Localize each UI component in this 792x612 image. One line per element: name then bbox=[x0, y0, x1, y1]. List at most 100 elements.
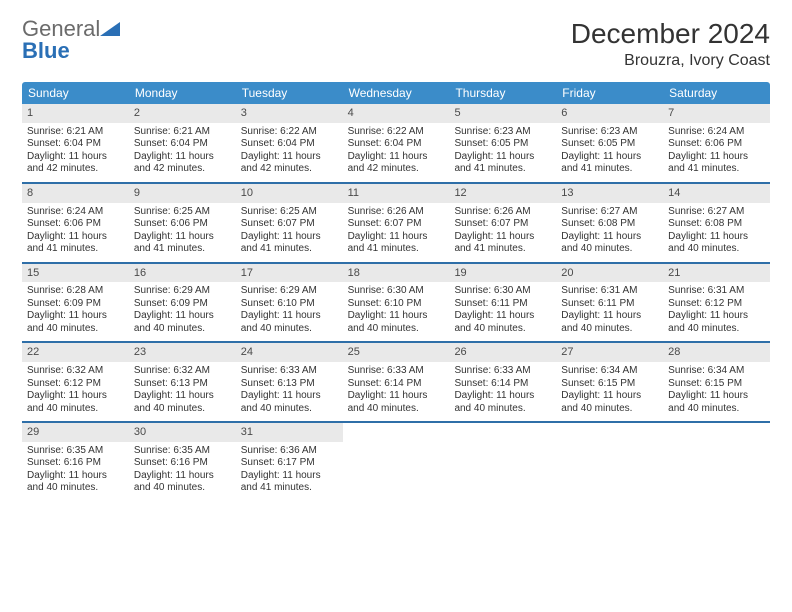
sunrise-text: Sunrise: 6:26 AM bbox=[348, 206, 445, 219]
day-number: 15 bbox=[22, 264, 129, 283]
daylight-text: Daylight: 11 hours and 40 minutes. bbox=[668, 231, 765, 256]
day-number: 8 bbox=[22, 184, 129, 203]
daylight-text: Daylight: 11 hours and 41 minutes. bbox=[668, 151, 765, 176]
sunrise-text: Sunrise: 6:33 AM bbox=[241, 365, 338, 378]
dayname: Saturday bbox=[663, 82, 770, 104]
sunset-text: Sunset: 6:15 PM bbox=[668, 378, 765, 391]
page-header: General Blue December 2024 Brouzra, Ivor… bbox=[22, 18, 770, 70]
daylight-text: Daylight: 11 hours and 40 minutes. bbox=[27, 310, 124, 335]
day-body: Sunrise: 6:36 AMSunset: 6:17 PMDaylight:… bbox=[236, 442, 343, 501]
daylight-text: Daylight: 11 hours and 40 minutes. bbox=[27, 470, 124, 495]
week-row: 1Sunrise: 6:21 AMSunset: 6:04 PMDaylight… bbox=[22, 104, 770, 184]
day-cell: 26Sunrise: 6:33 AMSunset: 6:14 PMDayligh… bbox=[449, 343, 556, 421]
sunset-text: Sunset: 6:08 PM bbox=[561, 218, 658, 231]
sunrise-text: Sunrise: 6:23 AM bbox=[561, 126, 658, 139]
day-cell: 31Sunrise: 6:36 AMSunset: 6:17 PMDayligh… bbox=[236, 423, 343, 501]
sunrise-text: Sunrise: 6:31 AM bbox=[668, 285, 765, 298]
day-body: Sunrise: 6:29 AMSunset: 6:10 PMDaylight:… bbox=[236, 282, 343, 341]
sunset-text: Sunset: 6:09 PM bbox=[134, 298, 231, 311]
day-body: Sunrise: 6:33 AMSunset: 6:13 PMDaylight:… bbox=[236, 362, 343, 421]
day-number: 13 bbox=[556, 184, 663, 203]
day-number: 18 bbox=[343, 264, 450, 283]
sunset-text: Sunset: 6:04 PM bbox=[134, 138, 231, 151]
sunrise-text: Sunrise: 6:30 AM bbox=[348, 285, 445, 298]
daylight-text: Daylight: 11 hours and 40 minutes. bbox=[454, 310, 551, 335]
daylight-text: Daylight: 11 hours and 40 minutes. bbox=[348, 310, 445, 335]
day-cell: 3Sunrise: 6:22 AMSunset: 6:04 PMDaylight… bbox=[236, 104, 343, 182]
day-cell: 22Sunrise: 6:32 AMSunset: 6:12 PMDayligh… bbox=[22, 343, 129, 421]
sunrise-text: Sunrise: 6:22 AM bbox=[348, 126, 445, 139]
sunrise-text: Sunrise: 6:22 AM bbox=[241, 126, 338, 139]
day-cell: 14Sunrise: 6:27 AMSunset: 6:08 PMDayligh… bbox=[663, 184, 770, 262]
day-number: 22 bbox=[22, 343, 129, 362]
logo-triangle-icon bbox=[100, 16, 120, 41]
sunrise-text: Sunrise: 6:25 AM bbox=[241, 206, 338, 219]
day-cell: 24Sunrise: 6:33 AMSunset: 6:13 PMDayligh… bbox=[236, 343, 343, 421]
day-number: 2 bbox=[129, 104, 236, 123]
day-number: 3 bbox=[236, 104, 343, 123]
day-cell: 30Sunrise: 6:35 AMSunset: 6:16 PMDayligh… bbox=[129, 423, 236, 501]
day-body: Sunrise: 6:24 AMSunset: 6:06 PMDaylight:… bbox=[663, 123, 770, 182]
sunset-text: Sunset: 6:07 PM bbox=[241, 218, 338, 231]
daylight-text: Daylight: 11 hours and 40 minutes. bbox=[134, 470, 231, 495]
dayname: Monday bbox=[129, 82, 236, 104]
sunrise-text: Sunrise: 6:32 AM bbox=[134, 365, 231, 378]
day-number: 25 bbox=[343, 343, 450, 362]
daylight-text: Daylight: 11 hours and 41 minutes. bbox=[454, 231, 551, 256]
empty-cell bbox=[556, 423, 663, 501]
empty-cell bbox=[449, 423, 556, 501]
day-cell: 17Sunrise: 6:29 AMSunset: 6:10 PMDayligh… bbox=[236, 264, 343, 342]
sunrise-text: Sunrise: 6:35 AM bbox=[134, 445, 231, 458]
day-body: Sunrise: 6:25 AMSunset: 6:07 PMDaylight:… bbox=[236, 203, 343, 262]
sunrise-text: Sunrise: 6:29 AM bbox=[241, 285, 338, 298]
sunrise-text: Sunrise: 6:33 AM bbox=[348, 365, 445, 378]
daylight-text: Daylight: 11 hours and 41 minutes. bbox=[241, 231, 338, 256]
location: Brouzra, Ivory Coast bbox=[571, 52, 770, 70]
day-body: Sunrise: 6:27 AMSunset: 6:08 PMDaylight:… bbox=[556, 203, 663, 262]
day-cell: 10Sunrise: 6:25 AMSunset: 6:07 PMDayligh… bbox=[236, 184, 343, 262]
sunset-text: Sunset: 6:04 PM bbox=[27, 138, 124, 151]
sunset-text: Sunset: 6:10 PM bbox=[348, 298, 445, 311]
day-cell: 16Sunrise: 6:29 AMSunset: 6:09 PMDayligh… bbox=[129, 264, 236, 342]
sunset-text: Sunset: 6:07 PM bbox=[348, 218, 445, 231]
sunset-text: Sunset: 6:13 PM bbox=[134, 378, 231, 391]
day-number: 20 bbox=[556, 264, 663, 283]
sunset-text: Sunset: 6:07 PM bbox=[454, 218, 551, 231]
day-body: Sunrise: 6:21 AMSunset: 6:04 PMDaylight:… bbox=[22, 123, 129, 182]
daylight-text: Daylight: 11 hours and 41 minutes. bbox=[561, 151, 658, 176]
sunrise-text: Sunrise: 6:31 AM bbox=[561, 285, 658, 298]
day-body: Sunrise: 6:34 AMSunset: 6:15 PMDaylight:… bbox=[556, 362, 663, 421]
calendar-page: General Blue December 2024 Brouzra, Ivor… bbox=[0, 0, 792, 511]
day-body: Sunrise: 6:26 AMSunset: 6:07 PMDaylight:… bbox=[343, 203, 450, 262]
sunset-text: Sunset: 6:08 PM bbox=[668, 218, 765, 231]
sunset-text: Sunset: 6:11 PM bbox=[454, 298, 551, 311]
sunset-text: Sunset: 6:12 PM bbox=[668, 298, 765, 311]
logo: General Blue bbox=[22, 18, 120, 62]
day-body: Sunrise: 6:24 AMSunset: 6:06 PMDaylight:… bbox=[22, 203, 129, 262]
day-number: 23 bbox=[129, 343, 236, 362]
daylight-text: Daylight: 11 hours and 41 minutes. bbox=[27, 231, 124, 256]
sunrise-text: Sunrise: 6:29 AM bbox=[134, 285, 231, 298]
day-body: Sunrise: 6:30 AMSunset: 6:10 PMDaylight:… bbox=[343, 282, 450, 341]
sunrise-text: Sunrise: 6:32 AM bbox=[27, 365, 124, 378]
daylight-text: Daylight: 11 hours and 40 minutes. bbox=[668, 390, 765, 415]
day-cell: 18Sunrise: 6:30 AMSunset: 6:10 PMDayligh… bbox=[343, 264, 450, 342]
empty-cell bbox=[663, 423, 770, 501]
day-cell: 11Sunrise: 6:26 AMSunset: 6:07 PMDayligh… bbox=[343, 184, 450, 262]
daylight-text: Daylight: 11 hours and 42 minutes. bbox=[348, 151, 445, 176]
day-body: Sunrise: 6:33 AMSunset: 6:14 PMDaylight:… bbox=[449, 362, 556, 421]
week-row: 8Sunrise: 6:24 AMSunset: 6:06 PMDaylight… bbox=[22, 184, 770, 264]
day-body: Sunrise: 6:31 AMSunset: 6:12 PMDaylight:… bbox=[663, 282, 770, 341]
sunrise-text: Sunrise: 6:21 AM bbox=[134, 126, 231, 139]
day-number: 12 bbox=[449, 184, 556, 203]
day-number: 6 bbox=[556, 104, 663, 123]
day-number: 16 bbox=[129, 264, 236, 283]
day-cell: 1Sunrise: 6:21 AMSunset: 6:04 PMDaylight… bbox=[22, 104, 129, 182]
sunrise-text: Sunrise: 6:35 AM bbox=[27, 445, 124, 458]
daylight-text: Daylight: 11 hours and 40 minutes. bbox=[241, 390, 338, 415]
dayname-row: SundayMondayTuesdayWednesdayThursdayFrid… bbox=[22, 82, 770, 104]
day-number: 7 bbox=[663, 104, 770, 123]
sunset-text: Sunset: 6:04 PM bbox=[241, 138, 338, 151]
day-number: 27 bbox=[556, 343, 663, 362]
day-body: Sunrise: 6:23 AMSunset: 6:05 PMDaylight:… bbox=[556, 123, 663, 182]
